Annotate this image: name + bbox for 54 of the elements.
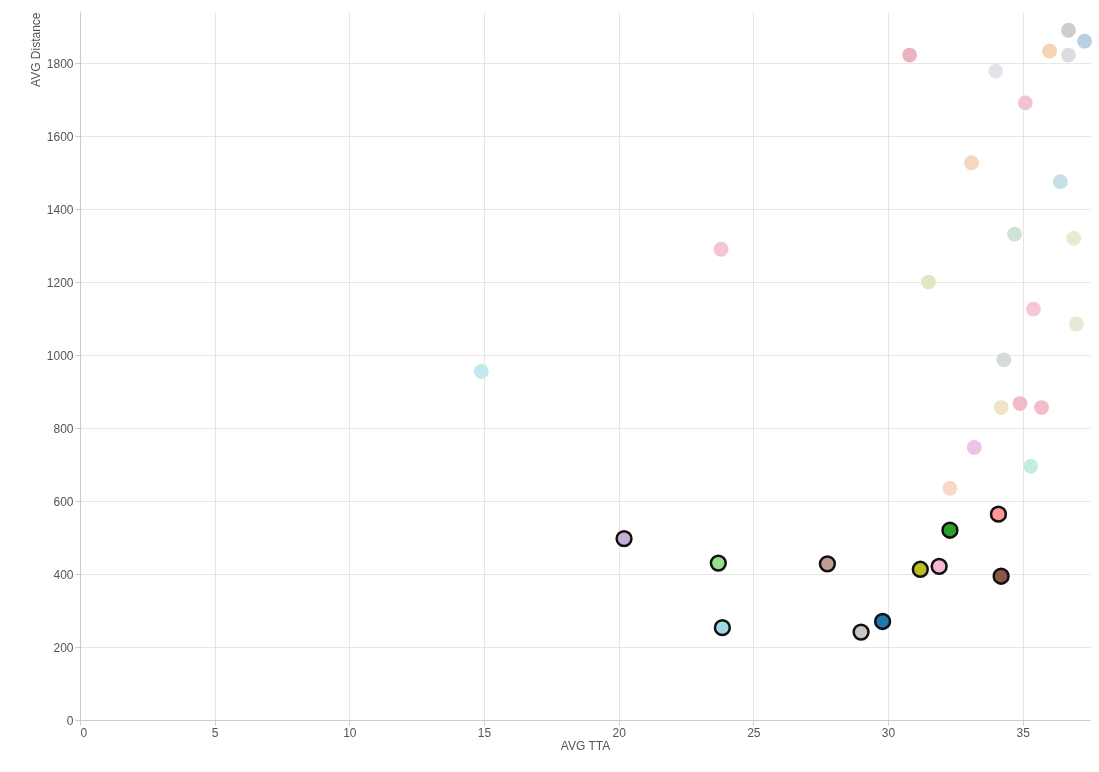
point — [911, 560, 929, 578]
x-tick-label: 10 — [343, 725, 357, 740]
y-tick-label: 1600 — [46, 129, 74, 144]
point — [1069, 316, 1084, 332]
point — [615, 529, 633, 548]
x-tick-label: 25 — [747, 725, 761, 740]
y-axis-title: AVG Distance — [28, 12, 43, 87]
point — [1042, 43, 1058, 59]
x-axis-title: AVG TTA — [560, 738, 611, 753]
point — [920, 274, 936, 290]
x-tick-label: 15 — [477, 725, 492, 740]
point — [942, 480, 958, 496]
point — [964, 155, 979, 171]
point — [941, 521, 959, 539]
point — [818, 555, 837, 573]
point — [996, 352, 1012, 368]
point — [1061, 47, 1076, 63]
x-tick-label: 30 — [881, 725, 896, 740]
x-tick-label: 5 — [211, 725, 219, 740]
point — [930, 557, 948, 576]
point — [873, 612, 892, 631]
point — [1052, 174, 1068, 190]
point — [993, 400, 1009, 416]
y-tick-label: 1000 — [46, 348, 74, 363]
y-tick-label: 400 — [53, 567, 74, 582]
point — [902, 47, 917, 63]
point — [1007, 226, 1022, 242]
x-tick-label: 35 — [1016, 725, 1031, 740]
point — [1077, 33, 1093, 49]
point — [1061, 22, 1076, 38]
point — [473, 364, 489, 379]
y-tick-label: 0 — [66, 713, 74, 728]
point — [966, 439, 982, 455]
x-tick-label: 20 — [612, 725, 627, 740]
point — [1017, 95, 1033, 111]
y-tick-label: 1400 — [46, 202, 74, 217]
point — [1034, 400, 1049, 416]
point — [713, 619, 732, 637]
y-tick-label: 200 — [53, 640, 74, 655]
y-tick-label: 600 — [53, 494, 74, 509]
point — [989, 505, 1008, 523]
point — [1023, 458, 1039, 474]
point — [852, 623, 870, 641]
y-tick-label: 1200 — [46, 275, 74, 290]
y-tick-label: 1800 — [46, 56, 74, 71]
point — [1066, 230, 1082, 246]
point — [988, 63, 1004, 79]
point — [1026, 301, 1041, 317]
point — [713, 241, 729, 257]
point — [992, 567, 1010, 585]
x-tick-label: 0 — [80, 725, 88, 740]
point — [709, 554, 727, 572]
point — [1012, 396, 1028, 411]
y-tick-label: 800 — [53, 421, 74, 436]
